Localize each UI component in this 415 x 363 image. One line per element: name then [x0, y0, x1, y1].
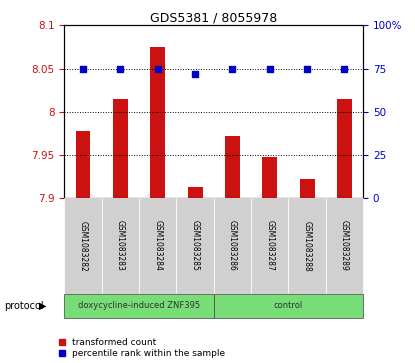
Bar: [76, 131, 90, 198]
Text: GSM1083286: GSM1083286: [228, 220, 237, 272]
Point: [154, 66, 161, 72]
Bar: [262, 157, 277, 198]
Text: GSM1083288: GSM1083288: [303, 221, 312, 271]
Point: [229, 66, 236, 72]
Text: doxycycline-induced ZNF395: doxycycline-induced ZNF395: [78, 301, 200, 310]
Bar: [337, 99, 352, 198]
Point: [192, 71, 198, 77]
Point: [266, 66, 273, 72]
Text: GSM1083284: GSM1083284: [153, 220, 162, 272]
Legend: transformed count, percentile rank within the sample: transformed count, percentile rank withi…: [59, 338, 225, 359]
Bar: [113, 99, 128, 198]
Text: control: control: [274, 301, 303, 310]
Text: ▶: ▶: [39, 301, 47, 311]
Point: [304, 66, 310, 72]
Point: [80, 66, 86, 72]
Text: GSM1083282: GSM1083282: [78, 221, 88, 271]
Text: GSM1083289: GSM1083289: [340, 220, 349, 272]
Point: [117, 66, 124, 72]
Bar: [300, 179, 315, 198]
Title: GDS5381 / 8055978: GDS5381 / 8055978: [150, 11, 277, 24]
Text: protocol: protocol: [4, 301, 44, 311]
Text: GSM1083287: GSM1083287: [265, 220, 274, 272]
Point: [341, 66, 348, 72]
Bar: [188, 187, 203, 198]
Text: GSM1083285: GSM1083285: [190, 220, 200, 272]
Text: GSM1083283: GSM1083283: [116, 220, 125, 272]
Bar: [225, 136, 240, 198]
Bar: [150, 47, 165, 198]
